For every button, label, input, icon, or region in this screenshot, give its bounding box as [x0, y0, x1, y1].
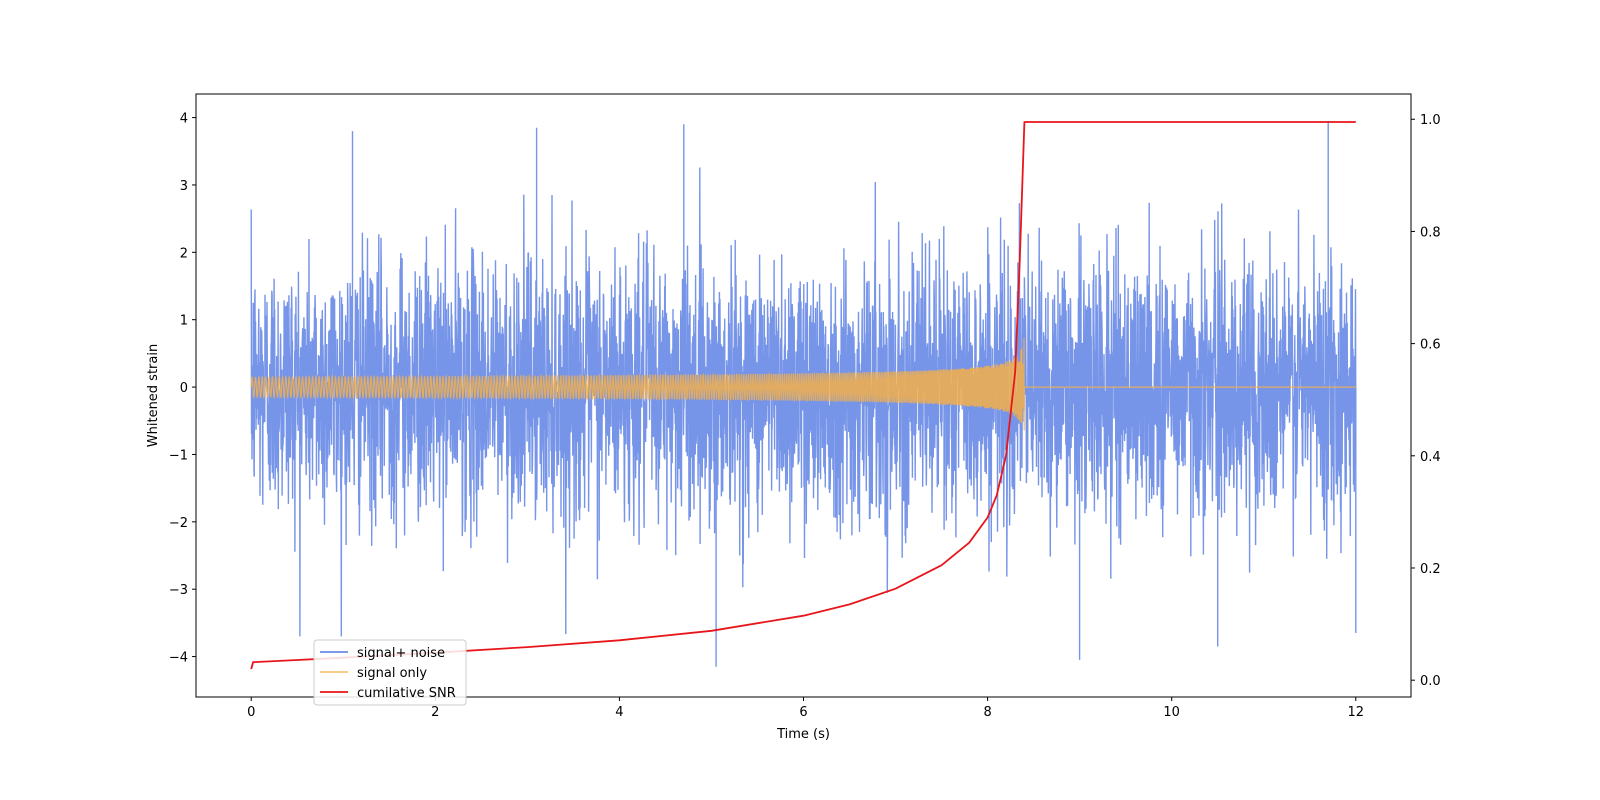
- y-tick-label: 4: [180, 112, 188, 127]
- y-tick-label: −1: [169, 448, 188, 463]
- y-tick-label: 0: [180, 381, 188, 396]
- y2-tick-label: 0.0: [1420, 674, 1441, 689]
- x-tick-label: 10: [1163, 705, 1180, 720]
- y-tick-label: −3: [169, 583, 188, 598]
- y-tick-label: −2: [169, 516, 188, 531]
- y2-tick-label: 0.4: [1420, 450, 1441, 465]
- y-tick-label: −4: [169, 651, 188, 666]
- x-axis-label: Time (s): [776, 727, 830, 742]
- y-tick-label: 1: [180, 314, 188, 329]
- legend-label: cumilative SNR: [357, 686, 456, 701]
- signal-only-layer: [250, 337, 1356, 431]
- y2-tick-label: 0.2: [1420, 562, 1441, 577]
- x-tick-label: 6: [799, 705, 807, 720]
- y-axis-left: −4 −3 −2 −1 0 1 2 3 4: [169, 112, 196, 666]
- legend-label: signal only: [357, 666, 427, 681]
- x-tick-label: 8: [983, 705, 991, 720]
- y2-tick-label: 0.8: [1420, 225, 1441, 240]
- x-tick-label: 4: [615, 705, 623, 720]
- y-axis-right: 0.0 0.2 0.4 0.6 0.8 1.0: [1411, 113, 1441, 689]
- x-tick-label: 0: [247, 705, 255, 720]
- legend: signal+ noise signal only cumilative SNR: [313, 639, 467, 706]
- legend-label: signal+ noise: [357, 646, 445, 661]
- y-tick-label: 3: [180, 179, 188, 194]
- x-tick-label: 2: [431, 705, 439, 720]
- series-signal-only-line: [250, 337, 1356, 431]
- y-axis-label: Whitened strain: [146, 344, 161, 447]
- x-tick-label: 12: [1347, 705, 1364, 720]
- legend-box: [313, 639, 467, 706]
- y2-tick-label: 0.6: [1420, 338, 1441, 353]
- y2-tick-label: 1.0: [1420, 113, 1441, 128]
- y-tick-label: 2: [180, 246, 188, 261]
